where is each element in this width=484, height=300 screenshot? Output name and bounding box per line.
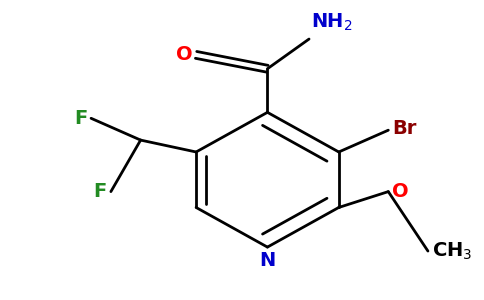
Text: O: O	[392, 182, 409, 201]
Text: O: O	[176, 45, 192, 64]
Text: F: F	[94, 182, 107, 201]
Text: NH$_2$: NH$_2$	[311, 12, 353, 33]
Text: F: F	[74, 109, 87, 128]
Text: Br: Br	[392, 119, 417, 138]
Text: N: N	[259, 251, 275, 270]
Text: CH$_3$: CH$_3$	[432, 240, 472, 262]
